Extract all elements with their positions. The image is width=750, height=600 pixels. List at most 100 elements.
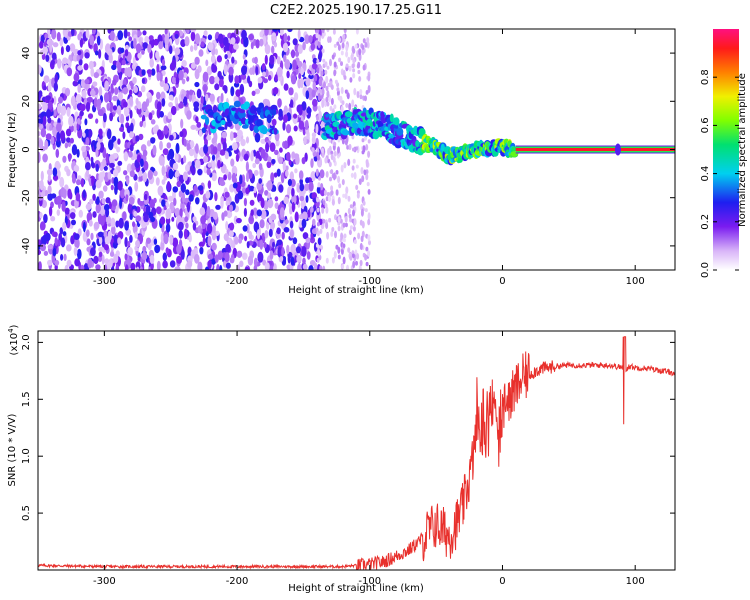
heatmap-cell xyxy=(315,243,319,248)
top-y-tick-label: -20 xyxy=(21,190,32,206)
heatmap-cell xyxy=(301,246,307,257)
heatmap-cell xyxy=(167,153,171,161)
heatmap-cell xyxy=(88,60,94,70)
heatmap-cell xyxy=(328,161,332,168)
heatmap-cell xyxy=(52,247,57,257)
heatmap-cell xyxy=(333,69,337,77)
heatmap-cell xyxy=(87,257,93,269)
heatmap-cell xyxy=(324,203,328,209)
heatmap-cell xyxy=(63,253,67,261)
heatmap-cell xyxy=(163,83,169,92)
heatmap-cell xyxy=(244,266,250,270)
heatmap-cell xyxy=(317,249,321,257)
heatmap-cell xyxy=(85,168,89,178)
heatmap-cell xyxy=(297,44,303,54)
heatmap-cell xyxy=(283,196,290,205)
heatmap-cell xyxy=(305,177,310,184)
heatmap-cell xyxy=(109,258,113,268)
heatmap-cell xyxy=(141,49,145,55)
heatmap-cell xyxy=(283,83,289,91)
heatmap-cell xyxy=(136,107,142,115)
heatmap-cell xyxy=(333,61,337,68)
heatmap-cell xyxy=(124,264,129,270)
heatmap-cell xyxy=(362,145,366,153)
heatmap-cell xyxy=(322,265,326,270)
heatmap-cell xyxy=(245,161,249,172)
heatmap-cell xyxy=(257,77,263,84)
heatmap-cell xyxy=(112,79,117,86)
colorbar-tick-label: 0.8 xyxy=(700,69,711,85)
heatmap-cell xyxy=(211,230,217,241)
heatmap-cell xyxy=(283,114,288,123)
heatmap-cell xyxy=(158,155,165,166)
heatmap-cell xyxy=(53,82,58,92)
heatmap-cell xyxy=(440,143,445,152)
heatmap-cell xyxy=(66,137,71,143)
heatmap-cell xyxy=(109,162,115,168)
heatmap-cell xyxy=(349,225,353,230)
heatmap-cell xyxy=(93,97,98,108)
heatmap-cell xyxy=(209,111,215,116)
heatmap-cell xyxy=(367,139,371,144)
heatmap-cell xyxy=(301,101,307,111)
heatmap-cell xyxy=(332,29,336,35)
heatmap-cell xyxy=(126,125,131,134)
heatmap-cell xyxy=(142,149,148,157)
heatmap-cell xyxy=(183,96,188,106)
heatmap-cell xyxy=(238,110,246,119)
heatmap-cell xyxy=(97,231,104,238)
heatmap-cell xyxy=(127,31,131,37)
heatmap-cell xyxy=(396,127,404,136)
heatmap-cell xyxy=(180,183,186,193)
heatmap-cell xyxy=(111,64,117,71)
heatmap-cell xyxy=(283,140,288,150)
heatmap-cell xyxy=(367,212,371,221)
heatmap-cell xyxy=(214,76,220,84)
heatmap-cell xyxy=(243,197,247,207)
heatmap-cell xyxy=(347,158,351,166)
heatmap-cell xyxy=(98,251,103,258)
heatmap-cell xyxy=(142,30,147,36)
heatmap-cell xyxy=(326,29,330,33)
heatmap-cell xyxy=(61,201,66,212)
heatmap-cell xyxy=(297,263,302,270)
heatmap-cell xyxy=(194,68,200,80)
heatmap-cell xyxy=(340,50,344,56)
heatmap-cell xyxy=(161,59,166,67)
heatmap-cell xyxy=(344,192,348,200)
heatmap-cell xyxy=(235,153,240,162)
heatmap-cell xyxy=(325,222,329,230)
heatmap-cell xyxy=(331,54,335,60)
heatmap-cell xyxy=(39,221,46,231)
heatmap-cell xyxy=(342,193,346,198)
heatmap-cell xyxy=(233,100,241,108)
heatmap-cell xyxy=(295,155,300,165)
heatmap-cell xyxy=(365,173,369,181)
heatmap-cell xyxy=(212,224,216,233)
heatmap-cell xyxy=(286,151,291,162)
heatmap-cell xyxy=(294,255,298,263)
heatmap-cell xyxy=(73,72,80,82)
heatmap-cell xyxy=(132,221,136,228)
heatmap-cell xyxy=(56,209,60,217)
heatmap-cell xyxy=(260,138,267,144)
heatmap-cell xyxy=(227,150,232,157)
heatmap-cell xyxy=(321,207,325,214)
heatmap-cell xyxy=(171,216,175,222)
heatmap-cell xyxy=(93,221,100,230)
heatmap-cell xyxy=(85,229,90,237)
heatmap-cell xyxy=(45,54,50,62)
heatmap-cell xyxy=(264,29,269,36)
heatmap-cell xyxy=(178,103,184,109)
heatmap-cell xyxy=(111,199,118,207)
heatmap-cell xyxy=(190,124,197,130)
heatmap-cell xyxy=(290,243,297,255)
heatmap-cell xyxy=(258,195,263,202)
heatmap-cell xyxy=(190,45,194,52)
heatmap-cell xyxy=(352,68,356,73)
heatmap-cell xyxy=(203,155,209,163)
heatmap-cell xyxy=(104,258,110,265)
heatmap-cell xyxy=(242,252,248,260)
heatmap-cell xyxy=(279,147,283,153)
heatmap-cell xyxy=(129,144,134,152)
